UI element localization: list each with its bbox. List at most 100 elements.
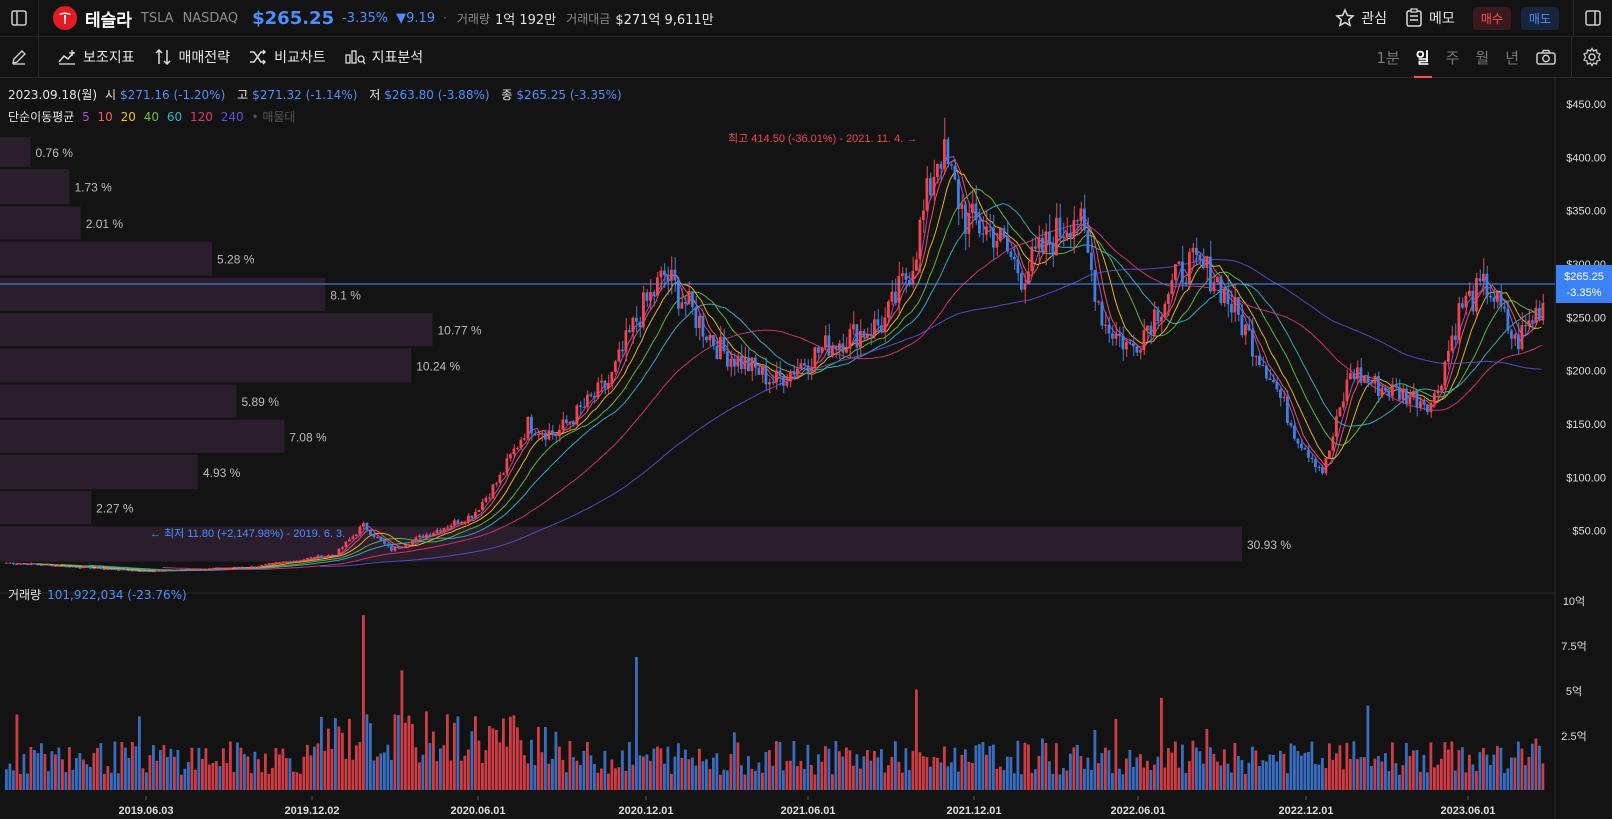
volume-bar (911, 750, 915, 790)
candle-body (99, 567, 103, 570)
volume-bar (456, 716, 460, 790)
volume-profile-bar (0, 277, 326, 311)
candle-body (939, 163, 943, 169)
volume-bar (1412, 750, 1415, 790)
volume-bar (159, 749, 162, 790)
candle-body (929, 178, 932, 196)
candle-body (152, 571, 155, 573)
candle-body (365, 522, 369, 531)
volume-profile-label: 4.93 % (203, 466, 241, 480)
candle-body (208, 568, 211, 570)
candle-body (1541, 303, 1545, 321)
strategy-button[interactable]: 매매전략 (153, 47, 230, 67)
candle-body (1076, 220, 1079, 222)
time-axis-label: 2022.12.01 (1278, 805, 1333, 817)
candle-body (743, 357, 747, 370)
buy-button[interactable]: 매수 (1472, 6, 1511, 30)
candle-body (974, 203, 978, 221)
volume-bar (1219, 765, 1223, 790)
volume-bar (1118, 768, 1121, 790)
candle-body (820, 347, 824, 353)
volume-bar (925, 757, 929, 790)
volume-bar (572, 757, 575, 790)
drawing-pen-icon[interactable] (0, 37, 39, 77)
candle-body (1415, 391, 1419, 408)
volume-bar (715, 753, 719, 790)
indicator-button[interactable]: 보조지표 (57, 47, 135, 67)
candle-body (50, 564, 54, 567)
volume-bar (148, 755, 152, 790)
candle-body (467, 515, 470, 523)
candle-body (978, 220, 981, 234)
candle-body (1335, 416, 1338, 437)
camera-icon[interactable] (1535, 48, 1557, 66)
volume-bar (649, 761, 652, 790)
candle-body (904, 273, 908, 280)
candle-body (551, 430, 554, 435)
candle-body (390, 545, 393, 551)
candle-body (103, 568, 106, 570)
volume-bar (1401, 765, 1405, 790)
candle-body (1086, 230, 1090, 253)
sort-arrows-icon (155, 48, 171, 66)
candle-body (656, 277, 659, 296)
volume-bar (1142, 767, 1146, 790)
analysis-button[interactable]: 지표분석 (344, 47, 423, 67)
candle-body (1048, 231, 1051, 245)
candle-body (131, 570, 134, 572)
candle-body (1517, 334, 1520, 350)
candle-body (953, 165, 957, 180)
volume-bar (1062, 768, 1065, 790)
volume-bar (1135, 757, 1139, 790)
ma-legend[interactable]: 단순이동평균 5 10 20 40 60 120 240 • 매물대 (8, 108, 295, 125)
sell-button[interactable]: 매도 (1520, 6, 1559, 30)
volume-bar (82, 759, 85, 790)
candle-body (1443, 361, 1447, 386)
left-panel-toggle-icon[interactable] (0, 0, 39, 36)
candle-body (106, 568, 110, 570)
candle-body (642, 292, 645, 328)
volume-bar (1156, 756, 1160, 790)
volume-bar (691, 757, 694, 790)
candle-body (243, 567, 246, 569)
timeframe-month[interactable]: 월 (1475, 48, 1490, 67)
candle-body (1408, 396, 1412, 404)
candle-body (1233, 297, 1237, 313)
volume-bar (376, 756, 379, 790)
settings-gear-icon[interactable] (1571, 37, 1612, 77)
volume-bar (726, 770, 729, 790)
volume-bar (1433, 767, 1436, 790)
timeframe-year[interactable]: 년 (1505, 48, 1519, 67)
volume-bar (600, 768, 603, 790)
volume-axis-label: 7.5억 (1561, 640, 1586, 653)
watch-button[interactable]: 관심 (1335, 8, 1387, 28)
candle-body (250, 566, 253, 568)
memo-button[interactable]: 메모 (1405, 8, 1455, 28)
candle-body (600, 380, 603, 383)
volume-profile-bar (0, 206, 81, 240)
timeframe-week[interactable]: 주 (1445, 48, 1460, 67)
volume-bar (719, 774, 722, 790)
volume-bar (1426, 772, 1429, 790)
candle-body (964, 204, 967, 234)
candle-body (1006, 237, 1009, 252)
right-panel-toggle-icon[interactable] (1573, 0, 1612, 36)
candle-body (1513, 334, 1517, 339)
volume-bar (999, 766, 1002, 790)
volume-bar (1496, 746, 1499, 790)
candle-body (1359, 367, 1363, 383)
volume-bar (250, 773, 253, 790)
candle-body (1289, 423, 1293, 426)
candle-body (537, 434, 540, 436)
timeframe-day[interactable]: 일 (1413, 48, 1432, 78)
ma-line (60, 188, 1542, 572)
volume-bar (1300, 755, 1303, 790)
compare-button[interactable]: 비교차트 (248, 47, 326, 67)
candle-body (565, 419, 568, 424)
volume-bar (929, 766, 932, 790)
candle-body (1125, 342, 1128, 350)
timeframe-1min[interactable]: 1분 (1376, 48, 1400, 67)
volume-bar (1174, 741, 1177, 790)
candle-body (446, 527, 449, 529)
